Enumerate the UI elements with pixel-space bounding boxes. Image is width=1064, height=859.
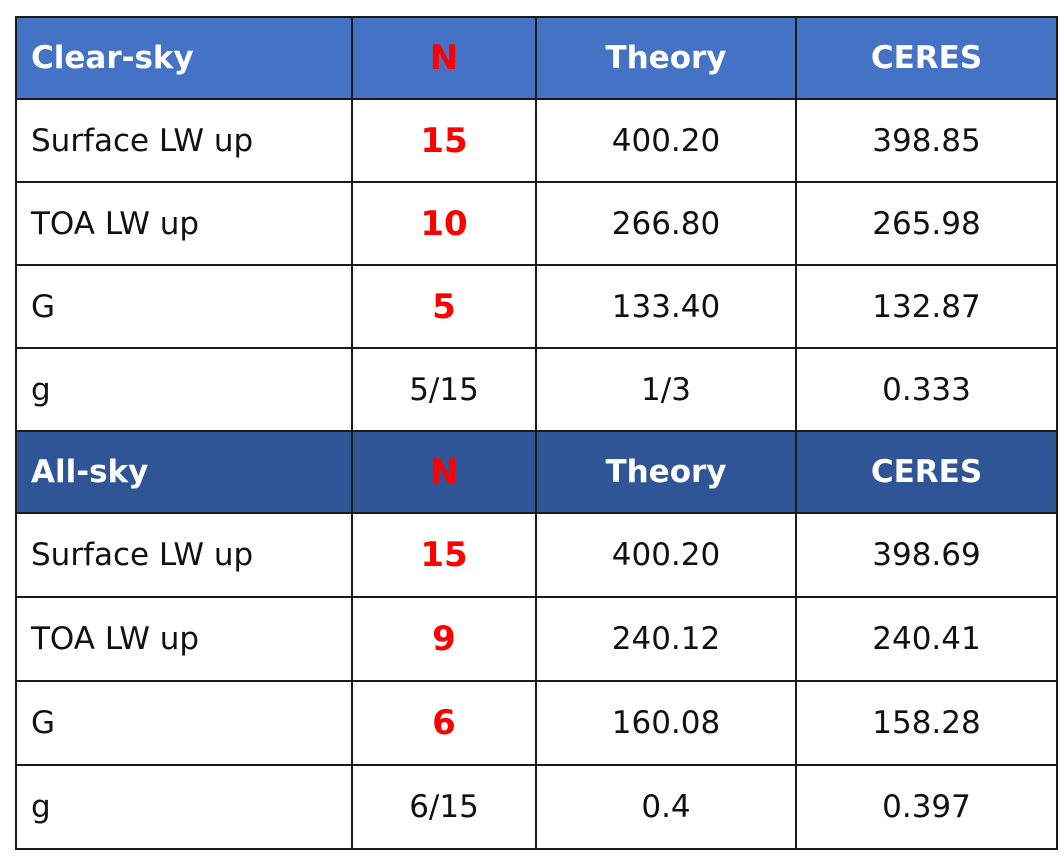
clear-sky-header-n: N bbox=[351, 16, 537, 100]
row-ceres: 265.98 bbox=[795, 181, 1058, 266]
row-label: G bbox=[15, 680, 353, 766]
row-theory: 400.20 bbox=[535, 98, 797, 183]
row-n: 10 bbox=[351, 181, 537, 266]
row-n: 9 bbox=[351, 596, 537, 682]
row-ceres: 0.397 bbox=[795, 764, 1058, 850]
row-n: 6/15 bbox=[351, 764, 537, 850]
row-n: 6 bbox=[351, 680, 537, 766]
radiation-table: Clear-sky N Theory CERES Surface LW up 1… bbox=[15, 16, 1058, 850]
table-row: g 5/15 1/3 0.333 bbox=[15, 347, 1058, 432]
all-sky-header-n: N bbox=[351, 430, 537, 514]
row-n: 5/15 bbox=[351, 347, 537, 432]
clear-sky-header-ceres: CERES bbox=[795, 16, 1058, 100]
row-theory: 266.80 bbox=[535, 181, 797, 266]
row-theory: 160.08 bbox=[535, 680, 797, 766]
row-ceres: 0.333 bbox=[795, 347, 1058, 432]
row-ceres: 132.87 bbox=[795, 264, 1058, 349]
table-row: G 6 160.08 158.28 bbox=[15, 680, 1058, 766]
all-sky-header-row: All-sky N Theory CERES bbox=[15, 430, 1058, 514]
row-ceres: 398.85 bbox=[795, 98, 1058, 183]
row-label: Surface LW up bbox=[15, 512, 353, 598]
row-n: 5 bbox=[351, 264, 537, 349]
table-row: TOA LW up 10 266.80 265.98 bbox=[15, 181, 1058, 266]
row-label: Surface LW up bbox=[15, 98, 353, 183]
row-ceres: 398.69 bbox=[795, 512, 1058, 598]
all-sky-header-ceres: CERES bbox=[795, 430, 1058, 514]
row-n: 15 bbox=[351, 512, 537, 598]
clear-sky-header-label: Clear-sky bbox=[15, 16, 353, 100]
row-ceres: 240.41 bbox=[795, 596, 1058, 682]
table-row: Surface LW up 15 400.20 398.85 bbox=[15, 98, 1058, 183]
row-theory: 1/3 bbox=[535, 347, 797, 432]
all-sky-header-theory: Theory bbox=[535, 430, 797, 514]
table-row: g 6/15 0.4 0.397 bbox=[15, 764, 1058, 850]
table-row: TOA LW up 9 240.12 240.41 bbox=[15, 596, 1058, 682]
row-label: TOA LW up bbox=[15, 596, 353, 682]
row-label: TOA LW up bbox=[15, 181, 353, 266]
row-label: g bbox=[15, 764, 353, 850]
all-sky-header-label: All-sky bbox=[15, 430, 353, 514]
table-row: G 5 133.40 132.87 bbox=[15, 264, 1058, 349]
row-label: g bbox=[15, 347, 353, 432]
row-theory: 133.40 bbox=[535, 264, 797, 349]
row-n: 15 bbox=[351, 98, 537, 183]
row-theory: 240.12 bbox=[535, 596, 797, 682]
clear-sky-header-row: Clear-sky N Theory CERES bbox=[15, 16, 1058, 100]
row-theory: 0.4 bbox=[535, 764, 797, 850]
row-label: G bbox=[15, 264, 353, 349]
table-row: Surface LW up 15 400.20 398.69 bbox=[15, 512, 1058, 598]
row-ceres: 158.28 bbox=[795, 680, 1058, 766]
row-theory: 400.20 bbox=[535, 512, 797, 598]
clear-sky-header-theory: Theory bbox=[535, 16, 797, 100]
